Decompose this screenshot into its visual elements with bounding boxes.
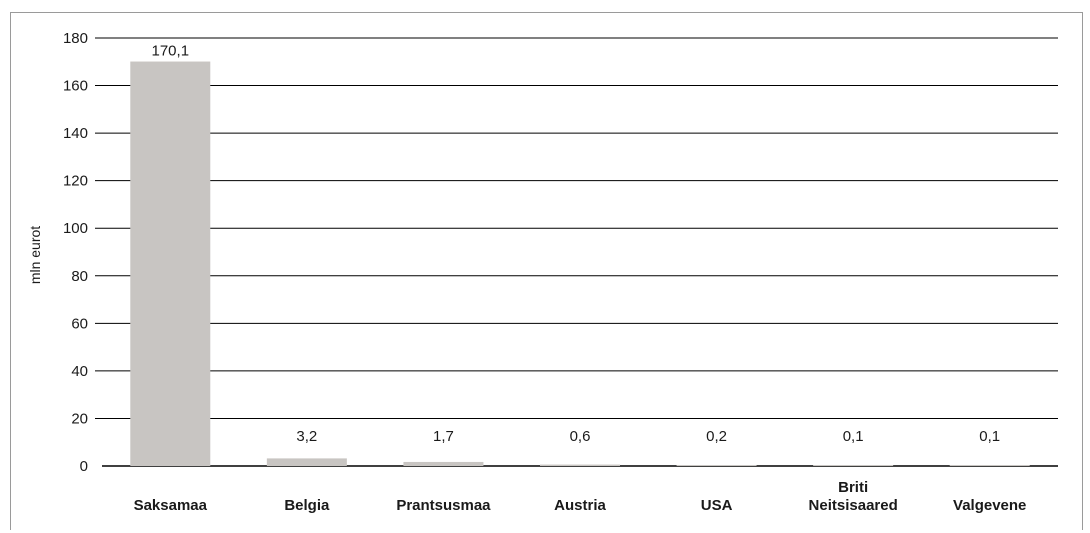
y-tick-label: 0 bbox=[80, 458, 88, 475]
x-axis-categories: Saksamaa Belgia Prantsusmaa Austria USA Briti… bbox=[134, 479, 1027, 514]
y-tick-label: 20 bbox=[71, 410, 88, 427]
y-tick-label: 100 bbox=[63, 220, 88, 237]
y-axis-ticks: 0 20 40 60 80 100 120 140 160 180 bbox=[63, 30, 88, 475]
bar bbox=[949, 465, 1030, 466]
bar bbox=[266, 458, 347, 466]
data-label: 1,7 bbox=[433, 428, 454, 445]
bars bbox=[130, 61, 1030, 466]
y-tick-label: 60 bbox=[71, 315, 88, 332]
data-label: 3,2 bbox=[296, 428, 317, 445]
data-label: 170,1 bbox=[152, 43, 190, 60]
category-label: Neitsisaared bbox=[809, 497, 898, 514]
y-tick-label: 180 bbox=[63, 30, 88, 47]
y-tick-label: 140 bbox=[63, 125, 88, 142]
category-label: Belgia bbox=[284, 497, 330, 514]
bar bbox=[676, 465, 757, 466]
y-axis-label: mln eurot bbox=[27, 226, 43, 284]
category-label: Austria bbox=[554, 497, 606, 514]
data-label: 0,1 bbox=[979, 428, 1000, 445]
data-label: 0,6 bbox=[570, 428, 591, 445]
data-label: 0,1 bbox=[843, 428, 864, 445]
category-label: Briti bbox=[838, 479, 868, 496]
data-label: 0,2 bbox=[706, 428, 727, 445]
category-label: USA bbox=[701, 497, 733, 514]
y-tick-label: 80 bbox=[71, 268, 88, 285]
y-tick-label: 40 bbox=[71, 363, 88, 380]
y-tick-label: 160 bbox=[63, 78, 88, 95]
y-tick-label: 120 bbox=[63, 173, 88, 190]
bar bbox=[403, 461, 484, 466]
gridlines bbox=[95, 37, 1058, 467]
bar bbox=[130, 61, 211, 466]
bar bbox=[540, 464, 620, 466]
category-label: Valgevene bbox=[953, 497, 1026, 514]
bar bbox=[813, 465, 894, 466]
category-label: Prantsusmaa bbox=[396, 497, 491, 514]
chart-frame bbox=[10, 12, 1083, 530]
data-labels: 170,1 3,2 1,7 0,6 0,2 0,1 0,1 bbox=[152, 43, 1001, 445]
category-label: Saksamaa bbox=[134, 497, 208, 514]
